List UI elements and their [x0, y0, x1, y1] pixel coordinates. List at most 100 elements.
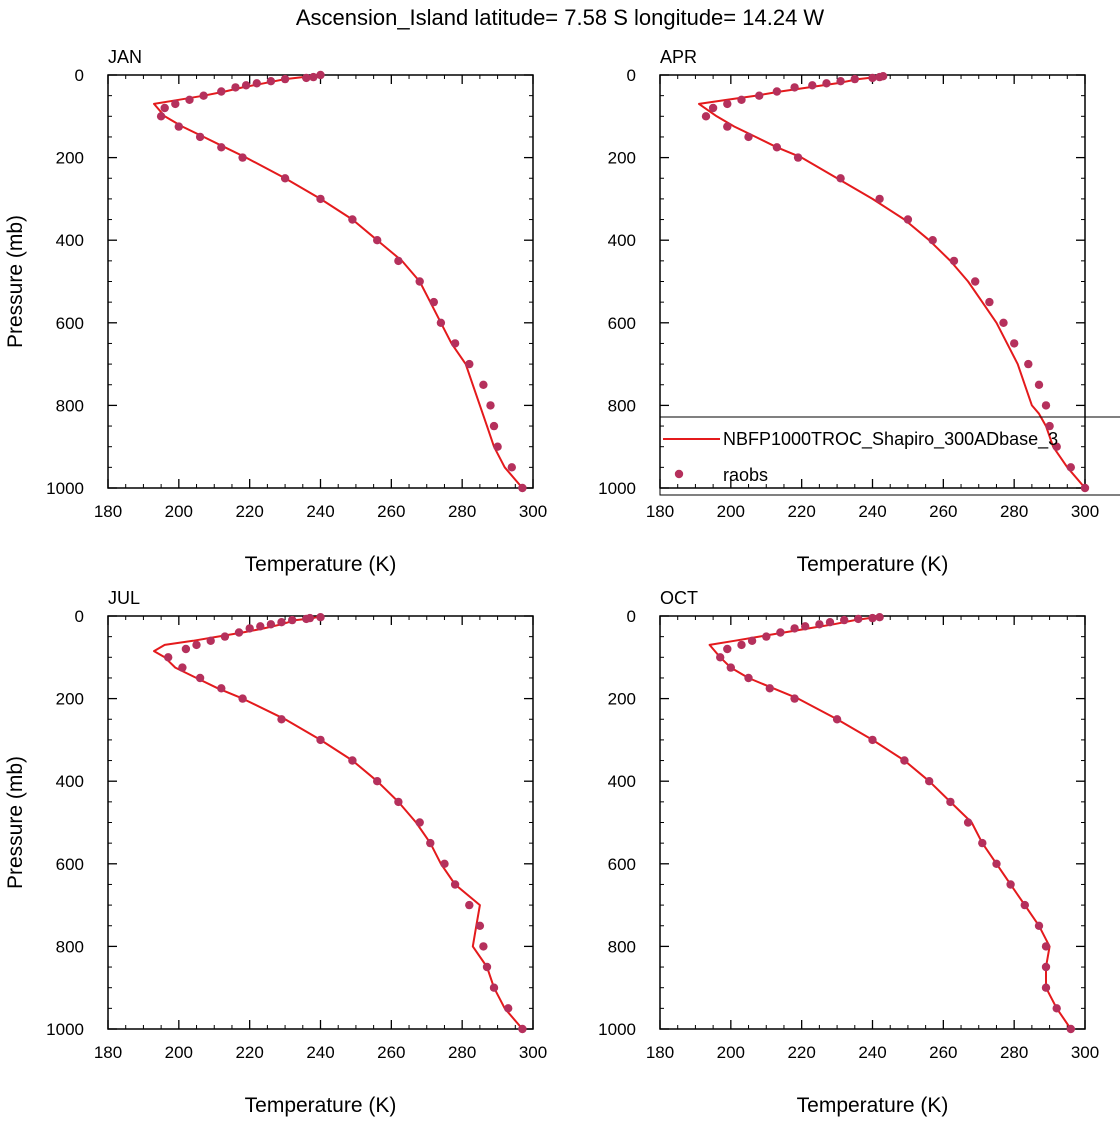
data-point	[465, 359, 474, 369]
x-tick-label: 280	[448, 1043, 476, 1062]
data-point	[744, 673, 753, 683]
data-point	[348, 756, 357, 765]
data-point	[195, 673, 205, 683]
panel-title: JAN	[108, 47, 142, 67]
data-point	[394, 797, 403, 807]
data-point	[985, 297, 994, 307]
y-tick-label: 400	[56, 772, 84, 791]
data-point	[878, 72, 888, 81]
y-tick-label: 800	[56, 396, 84, 415]
x-tick-label: 200	[165, 1043, 193, 1062]
data-point	[836, 77, 845, 86]
data-point	[1034, 380, 1044, 389]
data-point	[171, 99, 180, 109]
data-point	[316, 70, 325, 80]
x-tick-label: 220	[787, 502, 815, 521]
data-point	[801, 622, 810, 631]
x-tick-label: 300	[1071, 1043, 1099, 1062]
y-tick-label: 400	[608, 231, 636, 250]
data-point	[747, 636, 757, 645]
data-point	[302, 73, 311, 83]
data-point	[868, 735, 877, 745]
x-tick-label: 240	[858, 1043, 886, 1062]
data-point	[723, 122, 732, 131]
y-tick-label: 400	[56, 231, 84, 250]
data-point	[790, 624, 799, 633]
data-point	[174, 122, 183, 131]
y-tick-label: 0	[627, 66, 636, 85]
data-point	[199, 91, 208, 100]
data-point	[489, 421, 499, 431]
data-point	[479, 380, 488, 389]
data-point	[475, 921, 485, 930]
y-tick-label: 400	[608, 772, 636, 791]
y-axis-label: Pressure (mb)	[4, 215, 27, 348]
data-point	[949, 256, 959, 266]
data-point	[1080, 483, 1090, 493]
data-point	[992, 859, 1001, 868]
x-tick-label: 180	[94, 502, 122, 521]
data-point	[716, 653, 725, 662]
data-point	[1052, 1004, 1061, 1013]
data-point	[316, 735, 325, 745]
data-point	[348, 215, 357, 224]
y-tick-label: 200	[56, 149, 84, 168]
legend-frame	[659, 416, 1120, 496]
data-point	[217, 684, 226, 693]
data-point	[999, 318, 1008, 327]
x-tick-label: 300	[519, 502, 547, 521]
data-point	[266, 77, 276, 86]
data-point	[518, 1024, 527, 1034]
data-point	[277, 618, 286, 627]
data-point	[755, 91, 764, 100]
x-tick-label: 300	[1071, 502, 1099, 521]
panel-title: OCT	[660, 588, 698, 608]
data-point	[723, 644, 732, 654]
y-tick-label: 600	[56, 855, 84, 874]
x-tick-label: 180	[646, 502, 674, 521]
data-point	[790, 83, 799, 92]
plot-frame	[659, 615, 1086, 1030]
data-point	[1034, 921, 1044, 930]
data-point	[415, 818, 424, 827]
data-point	[489, 983, 499, 992]
data-point	[238, 153, 247, 162]
data-point	[217, 143, 226, 152]
y-tick-label: 0	[75, 66, 84, 85]
data-point	[252, 79, 261, 88]
y-tick-label: 800	[608, 396, 636, 415]
data-point	[808, 81, 817, 90]
data-point	[978, 838, 987, 848]
y-tick-label: 200	[608, 690, 636, 709]
data-point	[450, 339, 460, 348]
data-point	[426, 838, 435, 848]
data-point	[1045, 421, 1054, 431]
data-point	[790, 694, 799, 703]
x-axis-label: Temperature (K)	[245, 553, 397, 576]
y-tick-label: 600	[56, 314, 84, 333]
y-tick-label: 800	[56, 937, 84, 956]
data-point	[316, 194, 325, 204]
x-tick-label: 220	[235, 1043, 263, 1062]
data-point	[946, 797, 955, 807]
panel-oct: OCT 180 200 220 240 260 280 300 0 200 400 600 800 100…	[598, 588, 1099, 1117]
series-line	[153, 74, 524, 489]
data-point	[868, 73, 877, 83]
y-tick-label: 1000	[46, 479, 84, 498]
data-point	[1020, 900, 1029, 910]
y-axis-label: Pressure (mb)	[4, 756, 27, 889]
y-tick-label: 200	[608, 149, 636, 168]
y-tick-label: 600	[608, 314, 636, 333]
data-point	[1066, 1024, 1076, 1034]
x-tick-label: 280	[1000, 1043, 1028, 1062]
data-point	[1066, 463, 1076, 472]
data-point	[450, 880, 460, 889]
data-point	[815, 620, 824, 629]
data-point	[245, 624, 254, 633]
data-point	[744, 132, 753, 142]
data-point	[822, 79, 831, 88]
data-point	[772, 143, 782, 152]
data-point	[192, 640, 201, 650]
data-point	[518, 483, 527, 493]
